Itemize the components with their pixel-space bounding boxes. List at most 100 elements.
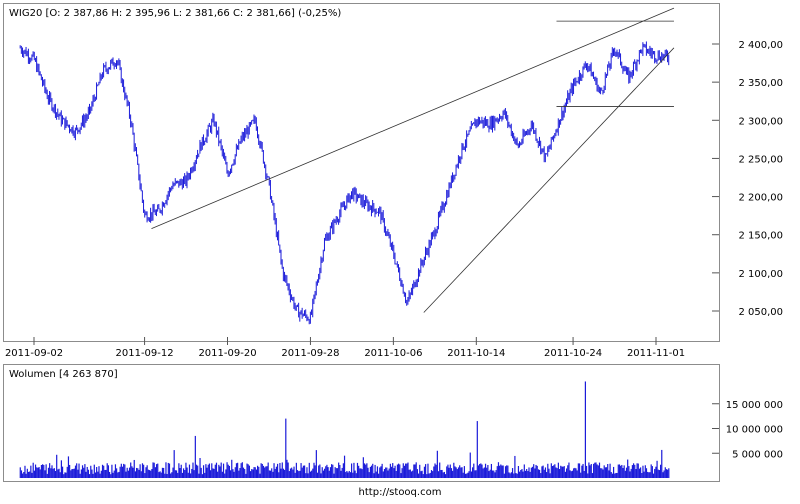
volume-bar <box>581 465 583 478</box>
volume-bar <box>343 455 346 478</box>
volume-bar <box>140 471 142 478</box>
volume-bar <box>210 470 212 478</box>
volume-bar <box>304 465 306 478</box>
volume-bar <box>241 462 243 478</box>
volume-bar <box>312 468 314 478</box>
volume-bar <box>373 473 375 478</box>
volume-bar <box>369 466 371 478</box>
volume-bar <box>385 467 387 478</box>
volume-bar <box>40 465 43 478</box>
volume-bar <box>318 465 320 478</box>
volume-bar <box>150 470 152 478</box>
volume-bar <box>602 469 604 478</box>
volume-bar <box>439 462 441 478</box>
volume-bar <box>130 462 132 478</box>
volume-bar <box>557 462 559 478</box>
volume-bar <box>339 464 341 478</box>
volume-bar <box>234 467 236 478</box>
volume-bar <box>225 469 227 478</box>
volume-bar <box>106 463 108 478</box>
volume-bar <box>249 471 252 478</box>
volume-bar <box>91 469 93 478</box>
volume-bar <box>569 470 571 478</box>
volume-bar <box>647 471 649 478</box>
volume-bar <box>521 469 523 478</box>
volume-bar <box>421 470 423 478</box>
volume-bar <box>583 470 585 478</box>
volume-bar <box>93 464 95 478</box>
volume-bar <box>457 467 460 478</box>
volume-bar <box>320 473 322 478</box>
volume-bar <box>523 464 525 478</box>
volume-bar <box>430 470 433 478</box>
volume-bar <box>88 474 91 478</box>
volume-bar <box>124 464 126 478</box>
volume-bar <box>52 468 54 478</box>
volume-bar <box>291 467 293 478</box>
volume-bar <box>533 464 535 478</box>
volume-bar <box>473 463 475 478</box>
volume-bar <box>591 473 594 478</box>
volume-bar <box>440 470 442 478</box>
volume-bar <box>174 470 176 478</box>
volume-bar <box>168 463 171 478</box>
x-tick-label: 2011-10-14 <box>447 348 505 359</box>
volume-bar <box>192 462 194 478</box>
volume-bar <box>299 470 301 478</box>
volume-bar <box>298 471 300 478</box>
volume-bar <box>141 463 144 478</box>
volume-bar <box>380 466 382 478</box>
volume-bar <box>575 468 577 478</box>
volume-bar <box>409 469 411 478</box>
volume-bar <box>188 464 191 478</box>
volume-bar <box>158 472 160 478</box>
volume-bar <box>607 464 609 478</box>
volume-bar <box>178 463 180 478</box>
volume-bar <box>148 470 151 478</box>
volume-bar <box>426 474 428 478</box>
volume-bar <box>113 470 115 478</box>
volume-bar <box>470 471 473 478</box>
volume-bar <box>463 466 465 478</box>
volume-bar <box>38 467 40 478</box>
volume-bar <box>564 471 567 478</box>
volume-bar <box>37 467 39 478</box>
volume-bar <box>331 464 333 478</box>
volume-bar <box>638 468 641 478</box>
y-tick-label: 2 400,00 <box>738 40 783 51</box>
volume-bar <box>490 463 493 478</box>
volume-bar <box>33 470 35 478</box>
volume-bar <box>347 472 349 478</box>
volume-bar <box>268 470 270 478</box>
volume-bar <box>370 465 373 478</box>
volume-bar <box>499 465 501 478</box>
volume-chart-title: Wolumen [4 263 870] <box>9 369 118 380</box>
volume-bar <box>495 470 497 478</box>
volume-bar <box>475 470 477 478</box>
volume-bar <box>152 462 154 478</box>
volume-bar <box>519 471 521 478</box>
volume-bar <box>443 471 446 478</box>
volume-bar <box>554 464 556 478</box>
volume-bar <box>412 470 414 478</box>
source-link[interactable]: http://stooq.com <box>359 487 442 498</box>
volume-bar <box>134 471 137 478</box>
volume-bar <box>349 472 352 478</box>
volume-bar <box>70 470 72 478</box>
volume-bar <box>509 473 511 478</box>
volume-bar <box>663 470 665 478</box>
volume-bar <box>286 459 288 478</box>
volume-bar <box>547 463 549 478</box>
volume-bar <box>238 470 240 478</box>
volume-bar <box>625 467 628 478</box>
volume-bar <box>474 470 476 478</box>
volume-bar <box>631 465 633 478</box>
volume-bar <box>434 463 436 478</box>
volume-bar <box>482 468 484 478</box>
volume-bar <box>121 466 124 478</box>
volume-bar <box>643 471 645 478</box>
volume-bar <box>242 467 245 478</box>
volume-bar <box>193 470 195 478</box>
volume-bar <box>437 471 440 478</box>
volume-bar <box>604 467 606 478</box>
